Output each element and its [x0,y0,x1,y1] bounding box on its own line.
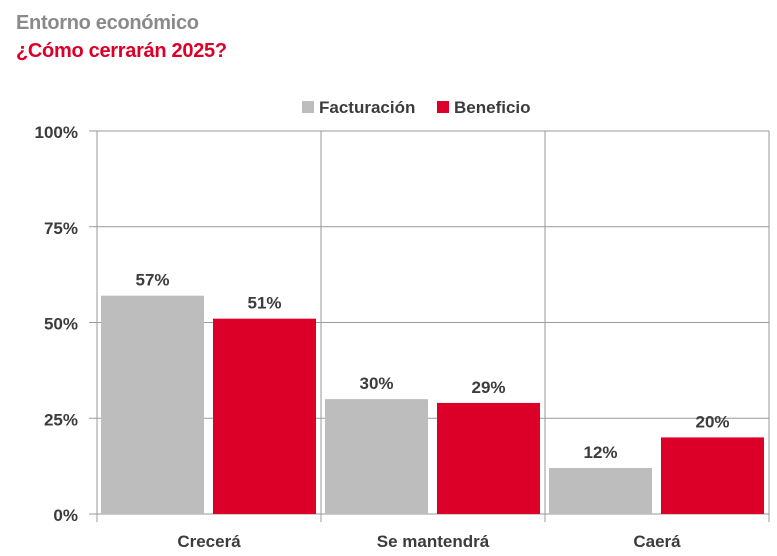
bar-facturación [101,295,204,514]
bar-beneficio [437,402,540,514]
y-tick-label: 0% [53,506,78,525]
legend-label: Beneficio [454,98,531,117]
x-tick-label: Caerá [633,532,681,551]
legend-swatch-beneficio [437,101,449,113]
legend-swatch-facturación [302,101,314,113]
data-label: 12% [583,443,617,462]
data-label: 51% [247,294,281,313]
x-tick-label: Se mantendrá [377,532,490,551]
bar-beneficio [213,318,316,514]
data-label: 30% [359,374,393,393]
data-label: 29% [471,378,505,397]
bar-facturación [325,399,428,514]
data-label: 20% [695,412,729,431]
legend-label: Facturación [319,98,415,117]
x-tick-label: Crecerá [177,532,241,551]
y-tick-label: 100% [35,123,78,142]
y-tick-label: 75% [44,219,78,238]
chart-title: Entorno económico [16,12,199,34]
bar-beneficio [661,437,764,514]
bar-facturación [549,468,652,514]
y-tick-label: 25% [44,410,78,429]
data-label: 57% [135,271,169,290]
chart-subtitle: ¿Cómo cerrarán 2025? [16,40,227,62]
y-tick-label: 50% [44,315,78,334]
